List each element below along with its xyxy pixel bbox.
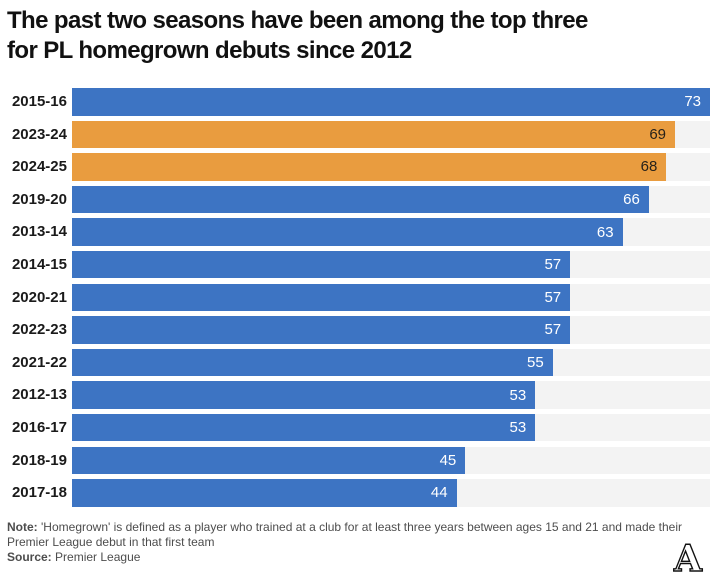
bar-track: 73 bbox=[72, 88, 710, 116]
bar-track: 45 bbox=[72, 446, 710, 475]
source-label: Source: bbox=[7, 550, 52, 564]
chart-row: 2024-25 68 bbox=[0, 153, 710, 181]
bar: 55 bbox=[72, 348, 553, 377]
row-label: 2014-15 bbox=[11, 255, 67, 273]
chart-note: Note: 'Homegrown' is defined as a player… bbox=[7, 520, 707, 550]
row-label: 2023-24 bbox=[11, 125, 67, 143]
row-label: 2021-22 bbox=[11, 353, 67, 371]
bar-value: 57 bbox=[544, 288, 562, 306]
bar-value: 57 bbox=[544, 321, 562, 339]
bar: 69 bbox=[72, 120, 676, 149]
bar-value: 63 bbox=[596, 223, 614, 241]
chart-row: 2022-23 57 bbox=[0, 316, 710, 344]
row-label: 2017-18 bbox=[11, 484, 67, 502]
chart-row: 2016-17 53 bbox=[0, 413, 710, 442]
bar: 66 bbox=[72, 185, 649, 214]
bar: 57 bbox=[72, 316, 571, 344]
chart-source: Source: Premier League bbox=[7, 550, 140, 565]
row-label: 2022-23 bbox=[11, 321, 67, 339]
chart-row: 2014-15 57 bbox=[0, 250, 710, 279]
bar-track: 68 bbox=[72, 153, 710, 181]
bar-value: 57 bbox=[544, 256, 562, 274]
bar: 73 bbox=[72, 88, 710, 116]
bar-chart: 2015-16 73 2023-24 69 2024-25 68 2019-20 66 2013… bbox=[0, 88, 710, 512]
bar-track: 66 bbox=[72, 185, 710, 214]
chart-row: 2017-18 44 bbox=[0, 479, 710, 507]
row-label: 2016-17 bbox=[11, 418, 67, 436]
bar-value: 69 bbox=[649, 125, 667, 143]
source-text: Premier League bbox=[55, 550, 141, 564]
athletic-logo-icon: A bbox=[672, 538, 703, 578]
chart-title: The past two seasons have been among the… bbox=[7, 6, 707, 66]
chart-title-line2: for PL homegrown debuts since 2012 bbox=[7, 37, 412, 64]
row-label: 2020-21 bbox=[11, 288, 67, 306]
note-text-line2: Premier League debut in that first team bbox=[7, 535, 215, 549]
bar-value: 66 bbox=[623, 191, 640, 209]
bar-track: 69 bbox=[72, 120, 710, 149]
bar: 63 bbox=[72, 218, 623, 246]
bar: 57 bbox=[72, 283, 571, 312]
row-label: 2013-14 bbox=[11, 223, 67, 241]
bar-value: 44 bbox=[430, 484, 448, 502]
bar-track: 63 bbox=[72, 218, 710, 246]
bar-track: 53 bbox=[72, 381, 710, 409]
note-text-line1: 'Homegrown' is defined as a player who t… bbox=[41, 520, 682, 534]
bar: 53 bbox=[72, 413, 536, 442]
row-label: 2019-20 bbox=[11, 190, 67, 208]
bar-track: 57 bbox=[72, 316, 710, 344]
bar-value: 55 bbox=[526, 354, 544, 371]
athletic-logo-glyph: A bbox=[673, 538, 703, 578]
row-label: 2024-25 bbox=[11, 158, 67, 176]
row-label: 2018-19 bbox=[11, 451, 67, 469]
chart-row: 2012-13 53 bbox=[0, 381, 710, 409]
chart-row: 2018-19 45 bbox=[0, 446, 710, 475]
chart-row: 2021-22 55 bbox=[0, 348, 710, 377]
chart-row: 2023-24 69 bbox=[0, 120, 710, 149]
bar: 53 bbox=[72, 381, 536, 409]
chart-row: 2020-21 57 bbox=[0, 283, 710, 312]
bar-track: 57 bbox=[72, 250, 710, 279]
bar: 68 bbox=[72, 153, 667, 181]
bar-value: 53 bbox=[509, 386, 527, 404]
chart-title-line1: The past two seasons have been among the… bbox=[7, 7, 588, 34]
bar-track: 55 bbox=[72, 348, 710, 377]
bar-value: 73 bbox=[684, 93, 701, 111]
chart-row: 2015-16 73 bbox=[0, 88, 710, 116]
bar-value: 68 bbox=[640, 158, 658, 176]
bar: 44 bbox=[72, 479, 457, 507]
bar: 57 bbox=[72, 250, 571, 279]
bar-value: 53 bbox=[509, 419, 527, 437]
bar-track: 57 bbox=[72, 283, 710, 312]
bar: 45 bbox=[72, 446, 466, 475]
row-label: 2012-13 bbox=[11, 386, 67, 404]
note-label: Note: bbox=[7, 520, 38, 534]
row-label: 2015-16 bbox=[11, 93, 67, 110]
bar-track: 44 bbox=[72, 479, 710, 507]
bar-track: 53 bbox=[72, 413, 710, 442]
bar-value: 45 bbox=[439, 451, 457, 469]
chart-row: 2019-20 66 bbox=[0, 185, 710, 214]
chart-row: 2013-14 63 bbox=[0, 218, 710, 246]
